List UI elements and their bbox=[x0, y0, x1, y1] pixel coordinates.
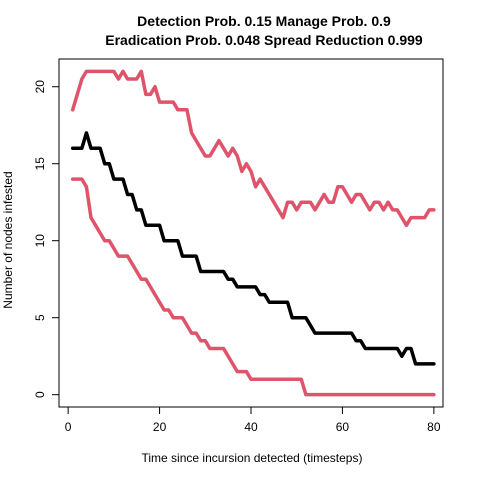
x-tick-label: 40 bbox=[244, 420, 258, 434]
x-axis-label: Time since incursion detected (timesteps… bbox=[142, 451, 363, 465]
series-line-mean bbox=[70, 131, 436, 366]
y-tick-label: 5 bbox=[33, 314, 47, 321]
y-tick-label: 20 bbox=[33, 80, 47, 94]
x-tick-label: 20 bbox=[153, 420, 167, 434]
chart-title: Detection Prob. 0.15 Manage Prob. 0.9 bbox=[137, 13, 391, 29]
series-line-lower bbox=[70, 177, 436, 397]
series-line-upper bbox=[70, 69, 436, 228]
chart-subtitle: Eradication Prob. 0.048 Spread Reduction… bbox=[105, 32, 423, 48]
x-tick-label: 0 bbox=[65, 420, 72, 434]
x-tick-label: 80 bbox=[427, 420, 441, 434]
y-tick-label: 10 bbox=[33, 234, 47, 248]
plot-area: 0 20 40 60 80 0 5 10 15 20 bbox=[33, 58, 444, 434]
x-tick-label: 60 bbox=[336, 420, 350, 434]
plot-frame bbox=[58, 58, 444, 408]
y-axis-label: Number of nodes infested bbox=[1, 171, 15, 308]
y-tick-label: 15 bbox=[33, 157, 47, 171]
y-tick-label: 0 bbox=[33, 391, 47, 398]
